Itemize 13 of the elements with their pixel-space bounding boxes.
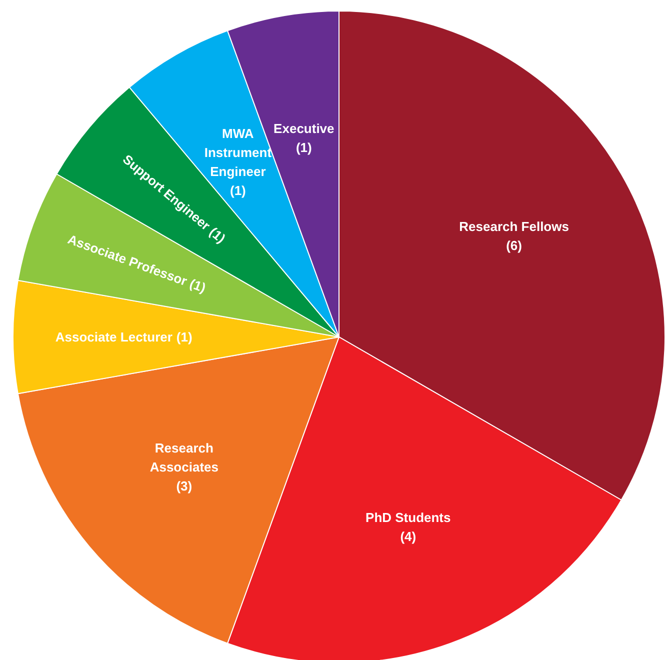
slice-label: Associate Lecturer [55,330,172,345]
slice-label: Research Fellows [459,218,569,234]
data-label: (4) [400,528,416,544]
data-label: (1) [188,276,208,296]
data-label: (3) [176,478,192,494]
data-label: (6) [506,238,522,253]
slice-label: PhD Students [366,510,451,525]
slice-label: Research Associates [150,440,218,474]
slice-label: MWA Instrument Engineer [204,126,272,180]
data-label: (1) [176,330,192,345]
data-label: (1) [230,183,246,198]
data-label: (1) [296,140,312,155]
slice-label: Executive [274,121,334,136]
